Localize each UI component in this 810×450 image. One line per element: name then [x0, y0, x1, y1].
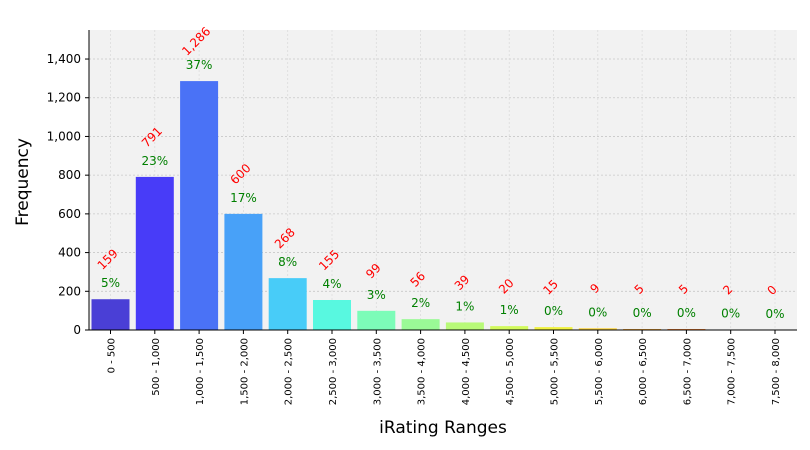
bar [91, 299, 130, 330]
percent-label: 4% [322, 277, 341, 291]
percent-label: 0% [677, 306, 696, 320]
x-tick-label: 2,500 - 3,000 [328, 338, 339, 405]
percent-label: 1% [500, 303, 519, 317]
x-tick-label: 0 - 500 [107, 338, 118, 373]
y-axis-title: Frequency [13, 138, 33, 226]
percent-label: 23% [141, 154, 168, 168]
percent-label: 1% [455, 299, 474, 313]
x-tick-label: 1,500 - 2,000 [239, 338, 250, 405]
percent-label: 5% [101, 276, 120, 290]
y-tick-label: 600 [58, 207, 81, 221]
bar [224, 213, 263, 330]
percent-label: 2% [411, 296, 430, 310]
y-tick-label: 800 [58, 168, 81, 182]
percent-label: 8% [278, 255, 297, 269]
percent-label: 0% [721, 307, 740, 321]
x-tick-label: 7,500 - 8,000 [771, 338, 782, 405]
bar [490, 326, 529, 330]
bar [534, 327, 573, 330]
x-tick-label: 5,000 - 5,500 [550, 338, 561, 405]
bar [445, 322, 484, 330]
x-tick-label: 3,000 - 3,500 [372, 338, 383, 405]
bars [91, 81, 750, 330]
x-tick-label: 5,500 - 6,000 [594, 338, 605, 405]
bar-labels: 5%15923%79137%1,28617%6008%2684%1553%992… [95, 24, 785, 321]
x-axis-ticks: 0 - 500 500 - 1,000 1,000 - 1,500 1,500 - 2… [107, 330, 782, 405]
bar [135, 176, 174, 330]
y-tick-label: 0 [73, 323, 81, 337]
y-axis-ticks: 0 200 400 600 800 1,000 1,200 1,400 [47, 52, 89, 337]
bar [401, 319, 440, 330]
bar [357, 310, 396, 330]
percent-label: 0% [765, 307, 784, 321]
x-tick-label: 500 - 1,000 [151, 338, 162, 396]
x-tick-label: 1,000 - 1,500 [195, 338, 206, 405]
percent-label: 17% [230, 191, 257, 205]
x-tick-label: 6,000 - 6,500 [638, 338, 649, 405]
percent-label: 0% [544, 304, 563, 318]
bar [313, 300, 351, 330]
y-tick-label: 1,000 [47, 129, 81, 143]
percent-label: 0% [588, 305, 607, 319]
x-tick-label: 6,500 - 7,000 [682, 338, 693, 405]
bar [268, 278, 307, 330]
x-tick-label: 4,500 - 5,000 [505, 338, 516, 405]
bar [578, 328, 617, 330]
x-tick-label: 3,500 - 4,000 [417, 338, 428, 405]
x-tick-label: 7,000 - 7,500 [727, 338, 738, 405]
x-axis-title: iRating Ranges [379, 418, 507, 438]
y-tick-label: 1,200 [47, 91, 81, 105]
percent-label: 0% [633, 306, 652, 320]
y-tick-label: 1,400 [47, 52, 81, 66]
x-tick-label: 4,000 - 4,500 [461, 338, 472, 405]
y-tick-label: 200 [58, 284, 81, 298]
percent-label: 37% [186, 58, 213, 72]
bar [180, 81, 219, 330]
percent-label: 3% [367, 288, 386, 302]
y-tick-label: 400 [58, 246, 81, 260]
x-tick-label: 2,000 - 2,500 [284, 338, 295, 405]
